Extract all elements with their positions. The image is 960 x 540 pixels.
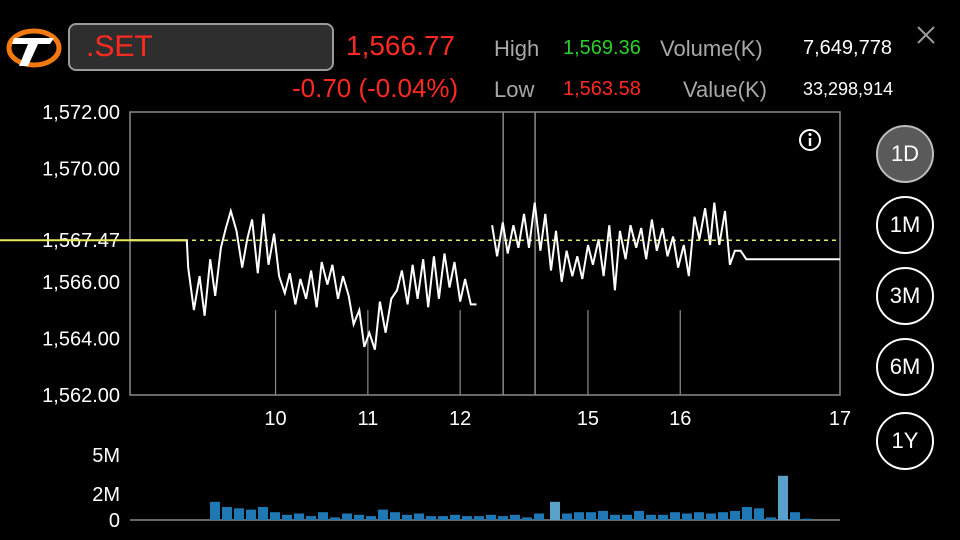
volume-bar [646, 514, 656, 520]
x-tick-label: 17 [829, 408, 851, 430]
range-button-1y[interactable]: 1Y [876, 412, 934, 470]
volume-y-tick-label: 5M [92, 445, 120, 467]
volume-bar [210, 501, 220, 520]
volume-bar [366, 516, 376, 520]
volume-bar [586, 512, 596, 520]
high-value: 1,569.36 [563, 37, 641, 59]
volume-bar [486, 514, 496, 520]
volume-bar [282, 514, 292, 520]
price-change: -0.70 (-0.04%) [292, 73, 459, 103]
volume-bar [610, 514, 620, 520]
volume-bar [694, 512, 704, 520]
volume-bar [318, 512, 328, 520]
chart-plot-area [129, 111, 841, 396]
range-button-3m[interactable]: 3M [876, 267, 934, 325]
x-tick-label: 10 [264, 408, 286, 430]
volume-bar [354, 514, 364, 520]
volume-bar [438, 516, 448, 520]
volume-bar [474, 516, 484, 520]
value-value: 33,298,914 [803, 79, 894, 99]
close-icon[interactable] [915, 24, 937, 46]
range-button-1m[interactable]: 1M [876, 196, 934, 254]
y-tick-label: 1,570.00 [42, 159, 120, 181]
volume-bar [222, 507, 232, 520]
volume-bar [510, 514, 520, 520]
price-chart: 1,572.001,570.001,567.471,566.001,564.00… [0, 102, 851, 430]
volume-bar [342, 513, 352, 520]
y-tick-label: 1,566.00 [42, 272, 120, 294]
volume-bar [706, 513, 716, 520]
symbol-search-input[interactable]: .SET [68, 23, 334, 71]
volume-y-tick-label: 0 [109, 510, 120, 532]
volume-bar [534, 513, 544, 520]
volume-bar [562, 513, 572, 520]
x-tick-label: 16 [669, 408, 691, 430]
x-tick-label: 11 [357, 408, 378, 430]
low-value: 1,563.58 [563, 78, 641, 100]
volume-bar [306, 516, 316, 520]
volume-bar [270, 512, 280, 520]
volume-bar [622, 514, 632, 520]
price-line-segment [130, 207, 477, 351]
volume-bar [766, 517, 776, 520]
volume-bar [390, 512, 400, 520]
volume-bar [598, 510, 608, 520]
price-line-segment [491, 202, 840, 291]
volume-bar [378, 509, 388, 520]
volume-bar [294, 513, 304, 520]
volume-bar [658, 514, 668, 520]
volume-bar [498, 516, 508, 520]
x-tick-label: 15 [577, 408, 599, 430]
volume-bar [670, 512, 680, 520]
low-label: Low [494, 77, 535, 102]
volume-bar [574, 512, 584, 520]
volume-bar [778, 475, 788, 520]
volume-bar [414, 513, 424, 520]
volume-bar [234, 508, 244, 520]
volume-chart: 5M 2M 0 [92, 445, 840, 532]
volume-y-tick-label: 2M [92, 484, 120, 506]
volume-bar [402, 514, 412, 520]
volume-bar [258, 507, 268, 520]
volume-value: 7,649,778 [803, 37, 892, 59]
volume-bar [742, 507, 752, 520]
volume-bar [634, 510, 644, 520]
volume-bar [718, 512, 728, 520]
volume-bar [426, 516, 436, 520]
volume-bar [462, 516, 472, 520]
x-tick-label: 12 [449, 408, 471, 430]
info-icon[interactable] [799, 129, 821, 151]
volume-label: Volume(K) [660, 36, 763, 61]
volume-bar [522, 517, 532, 520]
y-tick-label: 1,564.00 [42, 328, 120, 350]
volume-bar [330, 517, 340, 520]
range-button-1d[interactable]: 1D [876, 125, 934, 183]
range-button-6m[interactable]: 6M [876, 338, 934, 396]
volume-bar [754, 508, 764, 520]
volume-bar [246, 509, 256, 520]
value-label: Value(K) [683, 77, 767, 102]
volume-bar [550, 501, 560, 520]
y-tick-label: 1,562.00 [42, 385, 120, 407]
volume-bar [450, 514, 460, 520]
y-tick-label: 1,572.00 [42, 102, 120, 124]
volume-bar [682, 513, 692, 520]
volume-bar [730, 510, 740, 520]
brand-logo-icon [6, 28, 62, 68]
high-label: High [494, 36, 540, 61]
volume-bar [802, 518, 812, 520]
last-price: 1,566.77 [346, 30, 455, 61]
volume-bar [790, 512, 800, 520]
